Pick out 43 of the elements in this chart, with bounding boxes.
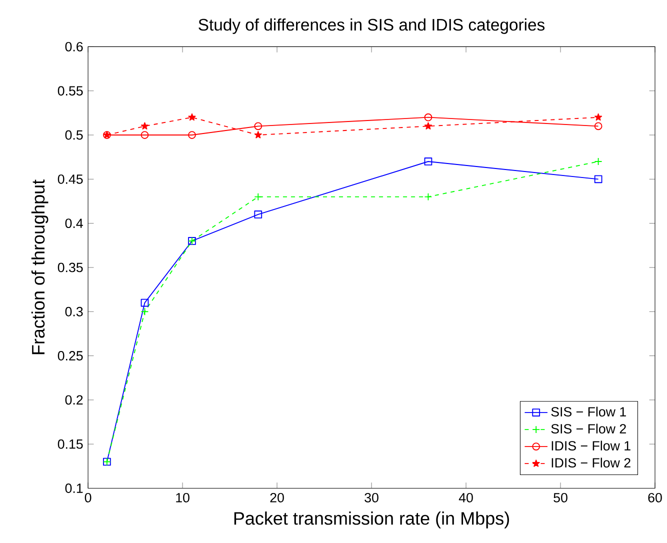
point (424, 113, 432, 122)
x-axis-title: Packet transmission rate (in Mbps) (234, 512, 509, 528)
y-tick-label: 0.6 (65, 42, 83, 52)
x-tick-label: 50 (554, 492, 568, 502)
y-tick-label: 0.35 (58, 262, 83, 272)
point (140, 122, 149, 130)
point (424, 192, 432, 201)
point (594, 113, 602, 121)
x-tick-label: 20 (270, 492, 284, 502)
y-tick-label: 0.5 (65, 130, 83, 140)
point (424, 122, 432, 130)
y-tick-label: 0.45 (58, 174, 83, 184)
legend-label: IDIS − Flow 2 (552, 458, 630, 468)
point (140, 131, 149, 139)
point (424, 158, 432, 166)
point (188, 113, 196, 121)
point (594, 175, 602, 184)
y-tick-label: 0.4 (65, 218, 83, 228)
point (254, 122, 262, 130)
point (140, 308, 149, 316)
legend-label: SIS − Flow 2 (551, 424, 626, 434)
y-tick-label: 0.2 (65, 395, 83, 405)
x-tick-label: 40 (458, 492, 473, 502)
point (188, 131, 196, 139)
y-tick-label: 0.55 (58, 86, 83, 96)
legend-label: IDIS − Flow 1 (552, 440, 630, 451)
point (254, 192, 262, 201)
x-tick-label: 0 (84, 492, 92, 502)
point (254, 131, 262, 138)
y-axis-title: Fraction of throughput (31, 180, 48, 354)
x-tick-label: 10 (176, 492, 190, 502)
legend-label: SIS − Flow 1 (551, 406, 626, 417)
y-tick-label: 0.1 (65, 484, 83, 493)
chart-title: Study of differences in SIS and IDIS categories (198, 18, 545, 34)
point (594, 122, 602, 130)
x-tick-label: 60 (648, 492, 662, 502)
point (594, 158, 602, 166)
point (140, 298, 149, 307)
x-tick-label: 30 (364, 492, 378, 502)
point (254, 210, 262, 218)
y-tick-label: 0.25 (58, 351, 83, 361)
y-tick-label: 0.15 (58, 439, 83, 449)
y-tick-label: 0.3 (65, 306, 83, 316)
